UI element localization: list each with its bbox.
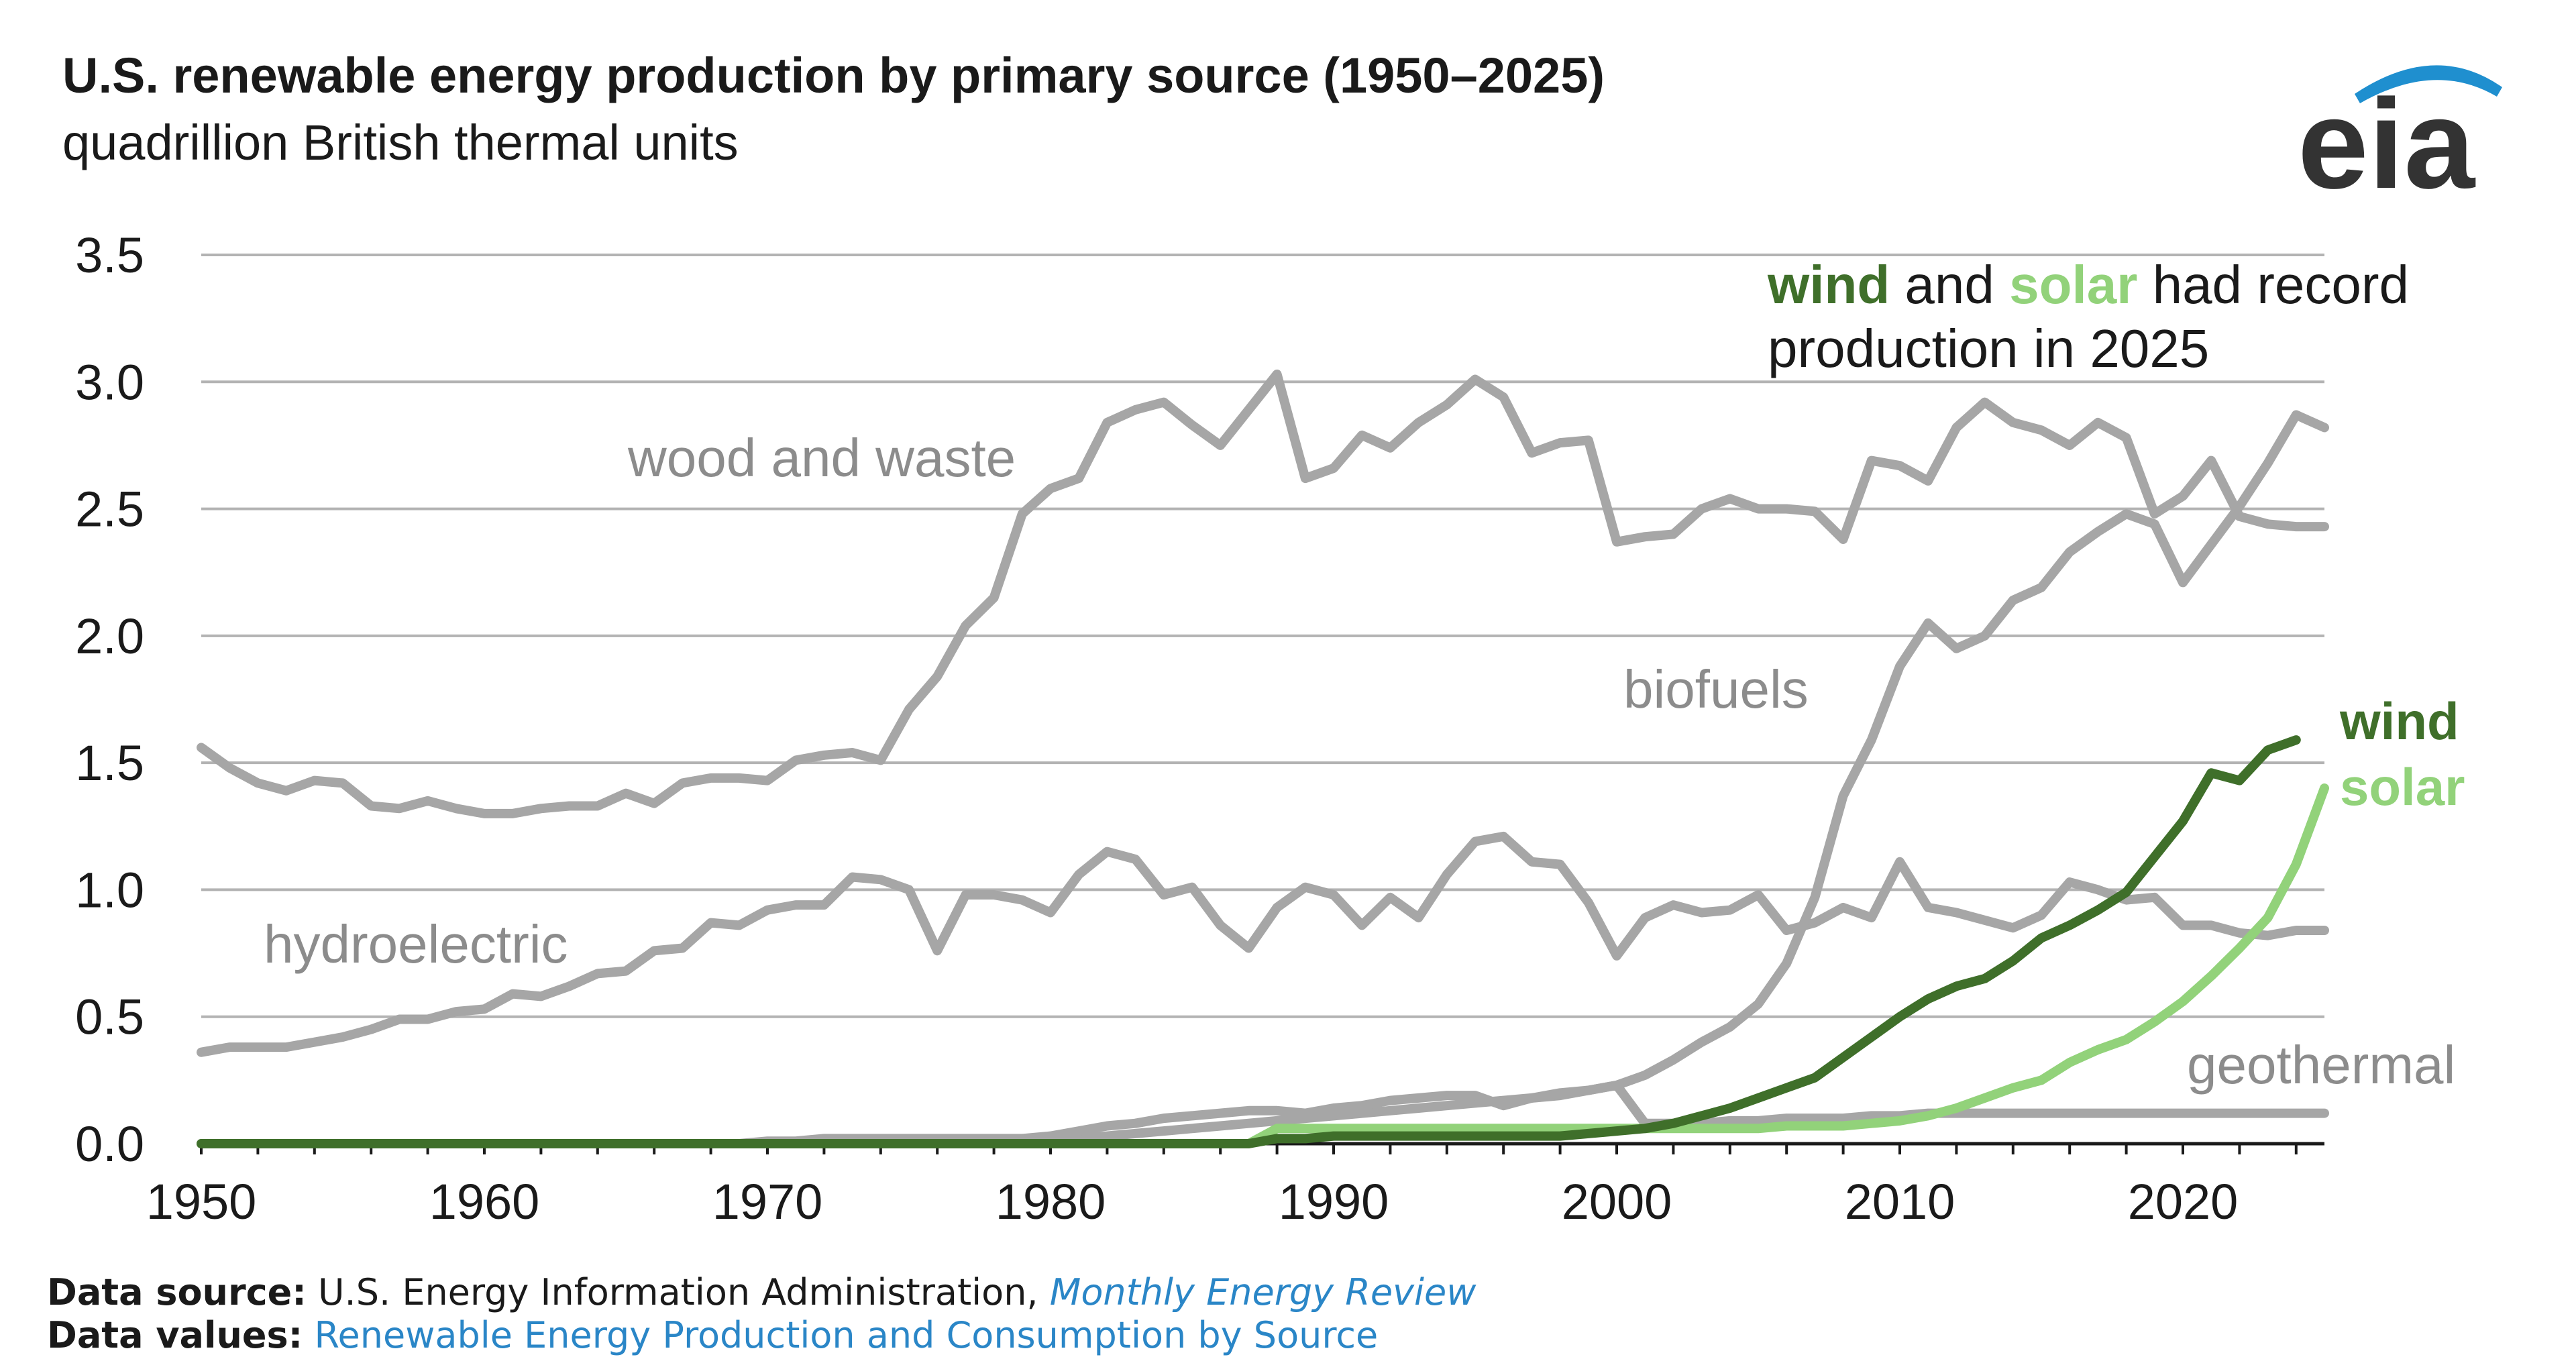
y-tick-label: 0.5 — [75, 989, 144, 1045]
line-chart: 0.0 0.5 1.0 1.5 2.0 2.5 3.0 3.5 1950 1960 1970 198… — [75, 227, 2465, 1230]
chart-subtitle: quadrillion British thermal units — [62, 115, 739, 170]
series-lines — [197, 369, 2329, 1148]
y-tick-label: 2.0 — [75, 608, 144, 664]
footer-source: Data source: U.S. Energy Information Adm… — [47, 1271, 1476, 1314]
x-axis: 1950 1960 1970 1980 1990 2000 2010 2020 — [146, 1142, 2324, 1230]
series-line-wind — [197, 735, 2301, 1148]
y-tick-label: 0.0 — [75, 1116, 144, 1172]
annotation-and: and — [1890, 255, 2009, 315]
x-tick-label: 1970 — [712, 1174, 823, 1230]
values-label: Data values: — [47, 1314, 303, 1356]
label-wood-and-waste: wood and waste — [627, 428, 1016, 488]
source-label: Data source: — [47, 1271, 307, 1313]
chart-title: U.S. renewable energy production by prim… — [62, 48, 1605, 103]
eia-logo-arc — [2355, 65, 2502, 103]
series-line-wood-and-waste — [197, 369, 2329, 818]
values-link[interactable]: Renewable Energy Production and Consumpt… — [314, 1314, 1379, 1356]
x-tick-label: 1960 — [429, 1174, 540, 1230]
eia-logo: eia — [2298, 65, 2502, 201]
footer: Data source: U.S. Energy Information Adm… — [47, 1271, 1476, 1357]
annotation-wind: wind — [1767, 255, 1890, 315]
x-tick-label: 1950 — [146, 1174, 257, 1230]
y-axis-ticks: 0.0 0.5 1.0 1.5 2.0 2.5 3.0 3.5 — [75, 227, 144, 1172]
x-tick-label: 1990 — [1279, 1174, 1389, 1230]
annotation-line2: production in 2025 — [1768, 319, 2209, 378]
y-tick-label: 3.5 — [75, 227, 144, 283]
gridlines — [201, 254, 2324, 1018]
x-tick-label: 1980 — [996, 1174, 1106, 1230]
label-biofuels: biofuels — [1623, 659, 1809, 719]
y-tick-label: 1.5 — [75, 735, 144, 791]
label-wind: wind — [2339, 692, 2459, 751]
x-tick-label: 2000 — [1562, 1174, 1672, 1230]
label-solar: solar — [2340, 757, 2465, 816]
annotation-rest: had record — [2137, 255, 2409, 315]
eia-logo-text: eia — [2298, 73, 2475, 201]
label-hydroelectric: hydroelectric — [264, 914, 568, 974]
label-geothermal: geothermal — [2187, 1035, 2455, 1095]
x-tick-label: 2010 — [1845, 1174, 1955, 1230]
x-tick-label: 2020 — [2128, 1174, 2239, 1230]
y-tick-label: 2.5 — [75, 482, 144, 537]
annotation-line1: wind and solar had record — [1767, 255, 2409, 315]
source-link[interactable]: Monthly Energy Review — [1049, 1271, 1477, 1313]
annotation-solar: solar — [2009, 255, 2137, 315]
footer-values: Data values: Renewable Energy Production… — [47, 1314, 1476, 1357]
series-line-hydroelectric — [197, 831, 2329, 1057]
series-line-biofuels — [197, 410, 2329, 1148]
source-text: U.S. Energy Information Administration, — [306, 1271, 1050, 1313]
y-tick-label: 1.0 — [75, 862, 144, 918]
y-tick-label: 3.0 — [75, 354, 144, 410]
